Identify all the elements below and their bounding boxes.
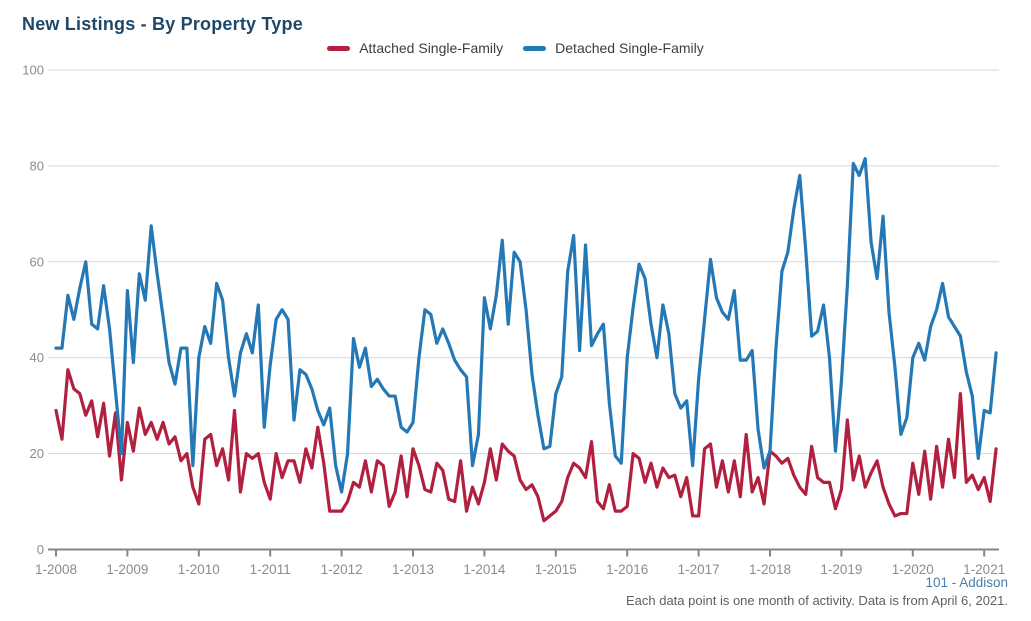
x-axis-label-1-2020: 1-2020 (892, 562, 934, 577)
x-axis-label-1-2017: 1-2017 (678, 562, 720, 577)
x-axis-label-1-2015: 1-2015 (535, 562, 577, 577)
legend-item-detached-single-family[interactable]: Detached Single-Family (523, 40, 704, 56)
chart-footnote: Each data point is one month of activity… (625, 593, 1008, 608)
legend-swatch-attached-icon (327, 45, 351, 51)
x-axis-label-1-2013: 1-2013 (392, 562, 434, 577)
x-axis-label-1-2012: 1-2012 (321, 562, 363, 577)
x-axis-label-1-2019: 1-2019 (820, 562, 862, 577)
chart-legend: Attached Single-Family Detached Single-F… (0, 40, 1031, 56)
y-axis-label-40: 40 (30, 350, 44, 365)
chart-attribution: 101 - Addison (925, 575, 1008, 590)
x-axis-label-1-2010: 1-2010 (178, 562, 220, 577)
legend-item-attached-single-family[interactable]: Attached Single-Family (327, 40, 503, 56)
chart-title: New Listings - By Property Type (22, 14, 303, 34)
x-axis-label-1-2014: 1-2014 (463, 562, 506, 577)
y-axis-label-20: 20 (30, 446, 44, 461)
x-axis-label-1-2009: 1-2009 (106, 562, 148, 577)
series-line-attached-single-family (54, 368, 998, 523)
x-axis-label-1-2016: 1-2016 (606, 562, 648, 577)
x-axis-label-1-2011: 1-2011 (250, 562, 291, 577)
series-line-detached-single-family (54, 157, 998, 494)
legend-label-detached: Detached Single-Family (555, 40, 704, 56)
x-axis-label-1-2018: 1-2018 (749, 562, 791, 577)
y-axis-label-80: 80 (30, 158, 44, 173)
x-axis-label-1-2021: 1-2021 (963, 562, 1005, 577)
y-axis-label-100: 100 (22, 63, 44, 78)
legend-label-attached: Attached Single-Family (359, 40, 504, 56)
legend-swatch-detached-icon (523, 45, 547, 51)
y-axis-label-60: 60 (30, 254, 44, 269)
y-axis-label-0: 0 (37, 542, 44, 557)
x-axis-label-1-2008: 1-2008 (35, 562, 77, 577)
